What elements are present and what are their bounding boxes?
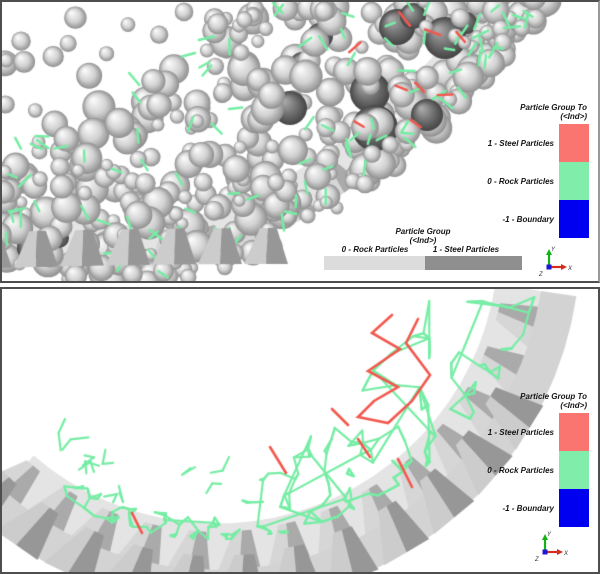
colorbar-seg-rock [324, 256, 425, 270]
legend-title-line2: (<Ind>) [560, 401, 587, 410]
legend-swatch-boundary [559, 200, 589, 238]
viewport-particles: Particle Group To (<Ind>) 1 - Steel Part… [0, 0, 600, 283]
legend-swatch-boundary [559, 489, 589, 527]
legend-swatch-rock [559, 162, 589, 200]
axis-z-label: Z [534, 557, 539, 563]
legend-row-boundary: -1 - Boundary [442, 200, 589, 238]
axis-triad-icon: Y X Z [538, 247, 573, 278]
legend-title: Particle Group To (<Ind>) [442, 103, 587, 121]
axis-z-label: Z [538, 272, 543, 278]
legend-title-line2: (<Ind>) [560, 112, 587, 121]
colorbar-seg-steel [424, 256, 522, 270]
legend-swatch-steel [559, 413, 589, 451]
bond-scene-canvas[interactable] [2, 289, 598, 572]
colorbar-labels: 0 - Rock Particles 1 - Steel Particles [324, 245, 522, 255]
legend-label-boundary: -1 - Boundary [502, 503, 554, 513]
legend-body: 1 - Steel Particles 0 - Rock Particles -… [442, 413, 589, 527]
colorbar-title-line1: Particle Group [395, 227, 451, 236]
legend-row-steel: 1 - Steel Particles [442, 413, 589, 451]
legend-label-rock: 0 - Rock Particles [487, 465, 554, 475]
colorbar-label-rock: 0 - Rock Particles [341, 245, 409, 254]
legend-row-rock: 0 - Rock Particles [442, 451, 589, 489]
colorbar-title-line2: (<Ind>) [409, 236, 437, 245]
legend-label-steel: 1 - Steel Particles [487, 138, 554, 148]
legend-title-line1: Particle Group To [520, 103, 587, 112]
legend-title-line1: Particle Group To [520, 392, 587, 401]
legend-label-steel: 1 - Steel Particles [487, 427, 554, 437]
axis-y-label: Y [547, 532, 552, 538]
viewport-bonds: Particle Group To (<Ind>) 1 - Steel Part… [0, 287, 600, 574]
legend-row-steel: 1 - Steel Particles [442, 124, 589, 162]
legend-row-rock: 0 - Rock Particles [442, 162, 589, 200]
legend-label-rock: 0 - Rock Particles [487, 176, 554, 186]
axis-y-label: Y [551, 247, 556, 253]
legend-title: Particle Group To (<Ind>) [442, 392, 587, 410]
axis-triad-icon: Y X Z [534, 532, 569, 563]
particle-scene-canvas[interactable] [2, 2, 598, 281]
colorbar-label-steel: 1 - Steel Particles [432, 245, 500, 254]
legend-body: 1 - Steel Particles 0 - Rock Particles -… [442, 124, 589, 238]
legend-swatch-rock [559, 451, 589, 489]
axis-x-label: X [567, 266, 573, 272]
colorbar-particle-group: Particle Group (<Ind>) 0 - Rock Particle… [324, 227, 522, 270]
legend-label-boundary: -1 - Boundary [502, 214, 554, 224]
axis-x-label: X [563, 551, 569, 557]
legend-swatch-steel [559, 124, 589, 162]
legend-row-boundary: -1 - Boundary [442, 489, 589, 527]
colorbar-bar [324, 256, 522, 270]
